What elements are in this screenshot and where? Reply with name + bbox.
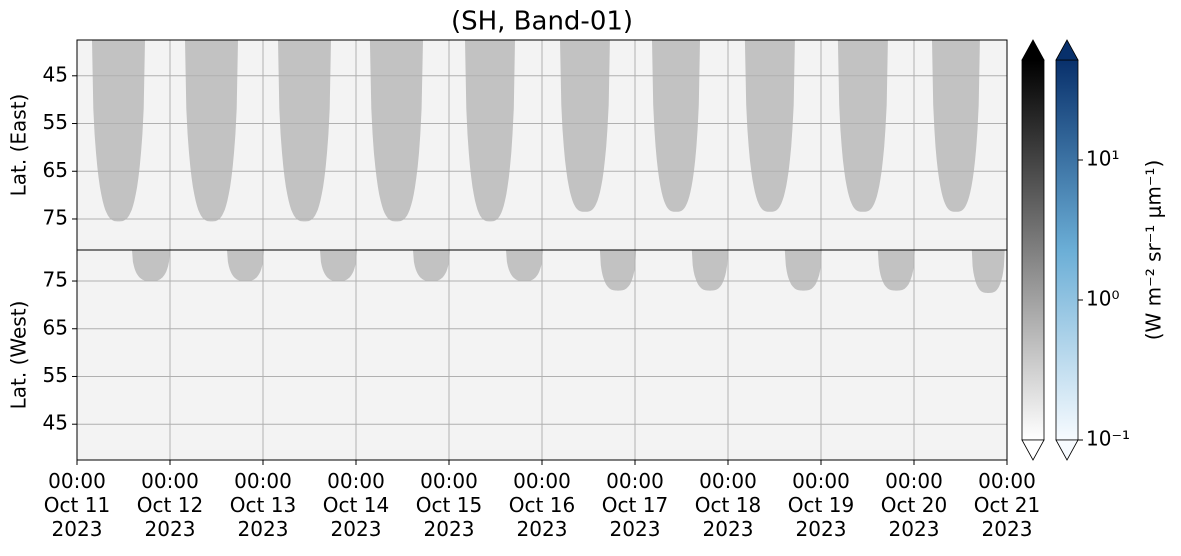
y-axis-label: Lat. (West) <box>7 301 31 410</box>
x-tick-label-line: 00:00 <box>606 469 664 493</box>
x-tick-label-line: Oct 18 <box>695 493 761 517</box>
y-tick-label: 45 <box>43 411 68 435</box>
x-tick-label-line: Oct 19 <box>788 493 854 517</box>
swath <box>319 250 357 281</box>
x-tick-label-line: 00:00 <box>885 469 943 493</box>
y-axis-label: Lat. (East) <box>7 94 31 197</box>
colorbar-tick-label: 10⁰ <box>1086 287 1119 311</box>
colorbar-extend-max <box>1021 39 1045 61</box>
x-tick-label-line: Oct 17 <box>602 493 668 517</box>
x-tick-label-line: 2023 <box>610 517 661 541</box>
swath <box>505 250 543 281</box>
x-tick-label: 00:00 Oct 19 2023 <box>788 469 854 541</box>
y-tick-label: 55 <box>43 363 68 387</box>
y-tick-label: 75 <box>43 205 68 229</box>
x-tick-label: 00:00 Oct 14 2023 <box>323 469 389 541</box>
x-tick-label-line: 00:00 <box>48 469 106 493</box>
x-tick-label-line: 00:00 <box>978 469 1036 493</box>
swath <box>560 40 610 212</box>
x-tick-label-line: 2023 <box>703 517 754 541</box>
x-tick-label-line: Oct 21 <box>974 493 1040 517</box>
swath <box>744 40 795 212</box>
y-tick-label: 65 <box>43 158 68 182</box>
x-tick-label-line: Oct 14 <box>323 493 389 517</box>
colorbar-label: (W m⁻² sr⁻¹ μm⁻¹) <box>1142 160 1166 341</box>
colorbar-tick-label: 10⁻¹ <box>1086 427 1130 451</box>
swath <box>971 250 1005 293</box>
swath <box>465 40 516 222</box>
x-tick-label-line: 2023 <box>982 517 1033 541</box>
x-tick-label-line: Oct 15 <box>416 493 482 517</box>
x-tick-label: 00:00 Oct 18 2023 <box>695 469 761 541</box>
x-tick-label-line: 2023 <box>889 517 940 541</box>
swath <box>184 40 239 222</box>
x-tick-label: 00:00 Oct 12 2023 <box>137 469 203 541</box>
x-tick-label-line: 2023 <box>424 517 475 541</box>
colorbar-tick-label: 10¹ <box>1086 147 1119 171</box>
swath <box>931 40 980 212</box>
x-tick-label-line: Oct 20 <box>881 493 947 517</box>
x-tick-label-line: Oct 12 <box>137 493 203 517</box>
swath <box>131 250 170 281</box>
colorbar-extend-min <box>1021 439 1045 461</box>
x-tick-label: 00:00 Oct 11 2023 <box>44 469 110 541</box>
colorbar <box>1055 59 1079 441</box>
colorbar <box>1021 59 1045 441</box>
x-tick-label-line: 2023 <box>331 517 382 541</box>
y-tick-label: 65 <box>43 315 68 339</box>
swath <box>91 40 146 222</box>
swath <box>277 40 332 222</box>
swath <box>877 250 915 291</box>
x-tick-label: 00:00 Oct 20 2023 <box>881 469 947 541</box>
x-tick-label-line: 00:00 <box>327 469 385 493</box>
x-tick-label: 00:00 Oct 21 2023 <box>974 469 1040 541</box>
x-tick-label-line: 2023 <box>796 517 847 541</box>
swath <box>369 40 423 222</box>
swath <box>837 40 888 212</box>
x-tick-label-line: 2023 <box>52 517 103 541</box>
y-tick-label: 45 <box>43 62 68 86</box>
x-tick-label: 00:00 Oct 16 2023 <box>509 469 575 541</box>
chart-title: (SH, Band-01) <box>451 7 633 37</box>
y-tick-label: 75 <box>43 268 68 292</box>
swath <box>651 40 700 212</box>
x-tick-label: 00:00 Oct 15 2023 <box>416 469 482 541</box>
colorbar-extend-max <box>1055 39 1079 61</box>
colorbar-extend-min <box>1055 439 1079 461</box>
swath <box>784 250 822 291</box>
x-tick-label-line: 00:00 <box>141 469 199 493</box>
x-tick-label-line: 00:00 <box>792 469 850 493</box>
swath <box>691 250 728 291</box>
swath <box>226 250 264 281</box>
swath <box>412 250 450 281</box>
x-tick-label-line: 00:00 <box>234 469 292 493</box>
x-tick-label-line: Oct 13 <box>230 493 296 517</box>
x-tick-label-line: Oct 11 <box>44 493 110 517</box>
x-tick-label-line: 2023 <box>517 517 568 541</box>
x-tick-label-line: Oct 16 <box>509 493 575 517</box>
x-tick-label: 00:00 Oct 17 2023 <box>602 469 668 541</box>
y-tick-label: 55 <box>43 110 68 134</box>
x-tick-label-line: 2023 <box>238 517 289 541</box>
x-tick-label-line: 00:00 <box>699 469 757 493</box>
x-tick-label-line: 2023 <box>145 517 196 541</box>
swath <box>599 250 637 291</box>
x-tick-label-line: 00:00 <box>513 469 571 493</box>
x-tick-label-line: 00:00 <box>420 469 478 493</box>
x-tick-label: 00:00 Oct 13 2023 <box>230 469 296 541</box>
